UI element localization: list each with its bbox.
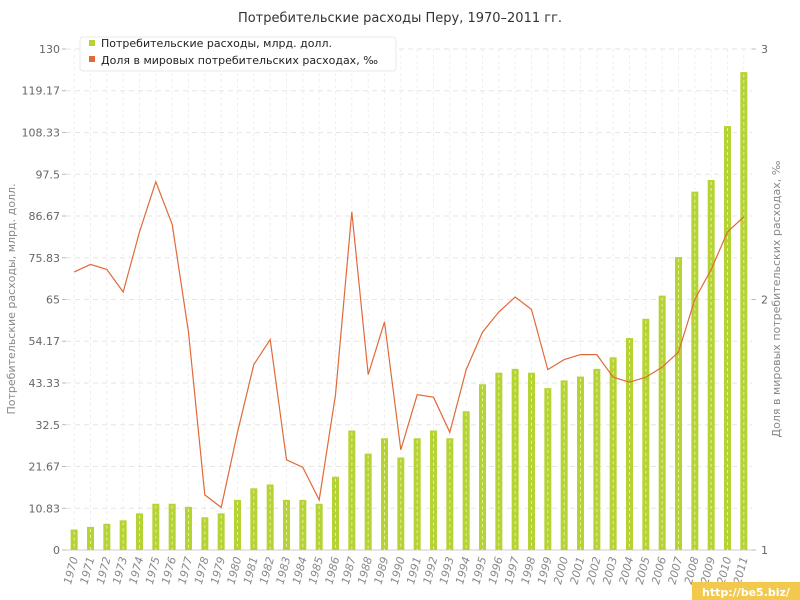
- grid: [62, 48, 756, 551]
- y-axis-left-title: Потребительские расходы, млрд. долл.: [5, 184, 18, 415]
- bar: [511, 368, 519, 550]
- y-left-tick-label: 32.5: [36, 419, 61, 432]
- bar: [315, 503, 323, 550]
- bar: [593, 368, 601, 550]
- watermark-bg: [692, 582, 800, 600]
- y-left-tick-label: 65: [46, 294, 60, 307]
- watermark: http://be5.biz/: [692, 582, 800, 600]
- watermark-text: http://be5.biz/: [702, 586, 791, 599]
- legend-bar-swatch: [89, 40, 95, 46]
- bar: [299, 499, 307, 550]
- y-left-tick-label: 97.5: [36, 168, 61, 181]
- x-axis-labels: 1970197119721973197419751976197719781979…: [61, 555, 750, 585]
- right-axis-ticks: 1 2 3: [761, 43, 768, 557]
- y-right-tick-label: 1: [761, 544, 768, 557]
- bar: [381, 438, 388, 550]
- bar: [87, 526, 94, 550]
- bar: [642, 318, 650, 550]
- bar: [332, 476, 339, 550]
- bar: [560, 380, 568, 550]
- y-right-tick-label: 2: [761, 294, 768, 307]
- bar: [103, 523, 111, 550]
- legend-line-label: Доля в мировых потребительских расходах,…: [101, 54, 378, 67]
- bar: [413, 438, 421, 550]
- y-axis-right-title: Доля в мировых потребительских расходах,…: [770, 160, 783, 437]
- y-left-tick-label: 21.67: [29, 460, 61, 473]
- bar: [364, 453, 372, 550]
- bar: [168, 503, 176, 550]
- y-right-tick-label: 3: [761, 43, 768, 56]
- bar: [348, 430, 356, 550]
- bar: [691, 191, 699, 551]
- bar: [430, 430, 437, 550]
- bar: [658, 295, 666, 550]
- bar: [217, 513, 225, 550]
- legend: Потребительские расходы, млрд. долл. Дол…: [79, 36, 397, 72]
- chart-title: Потребительские расходы Перу, 1970–2011 …: [238, 11, 562, 26]
- y-left-tick-label: 130: [39, 43, 60, 56]
- legend-bar-label: Потребительские расходы, млрд. долл.: [101, 37, 332, 50]
- y-left-tick-label: 86.67: [29, 210, 61, 223]
- y-left-tick-label: 0: [53, 544, 60, 557]
- bar: [609, 357, 617, 550]
- y-left-tick-label: 54.17: [29, 335, 61, 348]
- y-left-tick-label: 119.17: [22, 85, 61, 98]
- y-left-tick-label: 43.33: [29, 377, 61, 390]
- bar: [234, 499, 241, 550]
- legend-line-swatch: [89, 56, 95, 62]
- legend-box: [79, 36, 397, 72]
- bar: [152, 503, 160, 550]
- left-axis-ticks: 0 10.83 21.67 32.5 43.33 54.17 65 75.83 86.67 97.…: [22, 43, 61, 557]
- y-left-tick-label: 108.33: [22, 127, 61, 140]
- y-left-tick-label: 75.83: [29, 252, 61, 265]
- share-line-series: [73, 180, 745, 509]
- bar: [446, 438, 454, 550]
- bar: [250, 488, 258, 550]
- bars-series: [70, 72, 748, 551]
- bar: [136, 513, 143, 550]
- y-left-tick-label: 10.83: [29, 502, 61, 515]
- bar: [724, 126, 731, 551]
- bar: [283, 499, 290, 550]
